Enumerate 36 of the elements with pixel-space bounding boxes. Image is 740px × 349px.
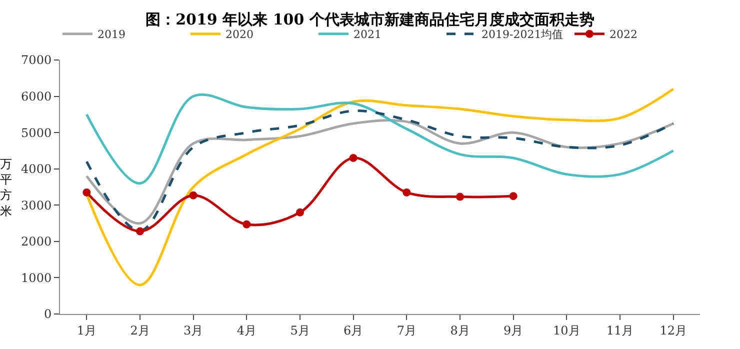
point (402, 188, 411, 196)
point (82, 188, 91, 196)
point (349, 154, 358, 162)
y-tick-label: 6000 (21, 89, 52, 104)
x-tick-label: 6月 (344, 323, 364, 338)
y-tick-label: 7000 (21, 53, 52, 68)
x-tick-label: 9月 (504, 323, 524, 338)
y-axis-title: 万平方米 (0, 157, 12, 218)
x-tick-label: 7月 (396, 323, 416, 338)
point (189, 191, 198, 200)
y-tick-label: 5000 (21, 126, 52, 140)
y-tick-label: 2000 (21, 234, 52, 249)
x-tick-label: 10月 (553, 323, 580, 338)
x-tick-label: 2月 (130, 323, 150, 338)
x-tick-label: 4月 (236, 323, 256, 338)
point (456, 192, 464, 201)
legend-label: 2021 (354, 28, 382, 42)
point (296, 208, 304, 216)
x-tick-label: 12月 (660, 323, 687, 338)
y-tick-label: 1000 (21, 270, 52, 285)
y-tick-label: 4000 (21, 162, 52, 176)
point (509, 192, 518, 200)
legend-label: 2022 (610, 28, 638, 42)
legend-label: 2020 (226, 28, 254, 42)
x-tick-label: 5月 (290, 323, 310, 338)
point (242, 220, 251, 228)
x-tick-label: 3月 (184, 323, 204, 338)
y-tick-label: 0 (44, 307, 52, 322)
point (136, 227, 144, 236)
legend-label: 2019-2021均值 (482, 28, 564, 42)
y-tick-label: 3000 (21, 198, 52, 212)
chart-title: 图：2019 年以来 100 个代表城市新建商品住宅月度成交面积走势 (146, 10, 594, 28)
legend-label: 2019 (98, 28, 126, 42)
x-tick-label: 11月 (606, 323, 634, 338)
x-tick-label: 1月 (76, 323, 96, 338)
x-tick-label: 8月 (450, 323, 470, 338)
